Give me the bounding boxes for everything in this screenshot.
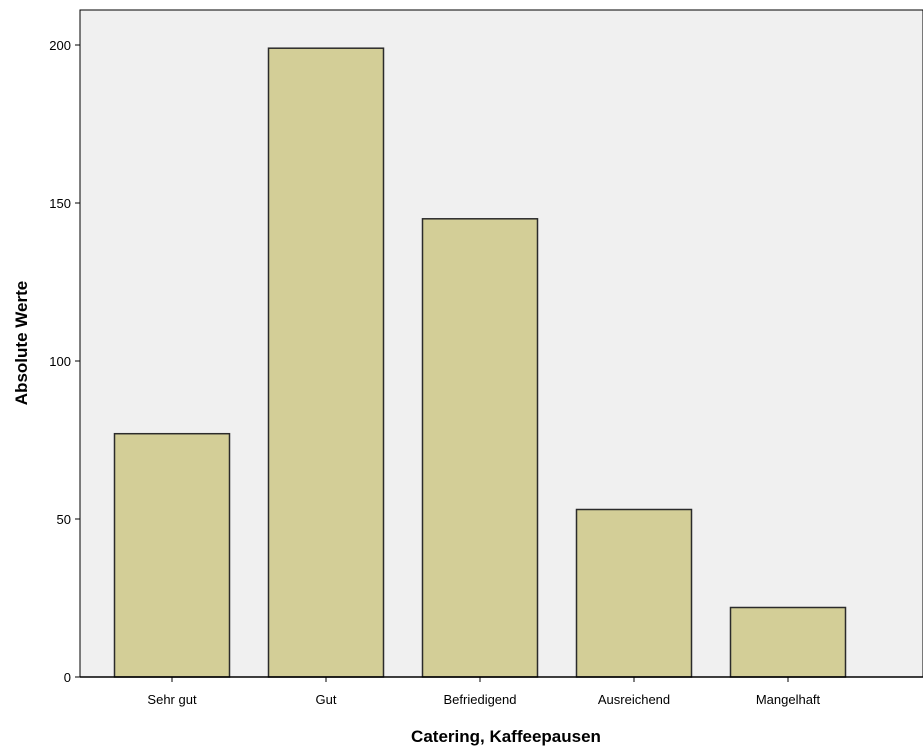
y-tick-label: 50: [57, 512, 71, 527]
bar-ausreichend: [575, 508, 693, 678]
bar-gut: [267, 47, 385, 678]
x-tick-label: Sehr gut: [147, 692, 197, 707]
y-tick-label: 100: [49, 354, 71, 369]
x-tick-label: Gut: [316, 692, 337, 707]
x-tick-label: Befriedigend: [444, 692, 517, 707]
bar-mangelhaft: [729, 606, 847, 678]
bar-befriedigend: [421, 218, 539, 678]
y-tick-label: 150: [49, 196, 71, 211]
y-tick-label: 200: [49, 38, 71, 53]
y-tick-label: 0: [64, 670, 71, 685]
x-axis-title: Catering, Kaffeepausen: [411, 727, 601, 746]
labels-group: Sehr gut Gut Befriedigend Ausreichend Mangel…: [49, 38, 820, 707]
x-tick-label: Ausreichend: [598, 692, 670, 707]
x-tick-label: Mangelhaft: [756, 692, 821, 707]
axes-group: [75, 10, 923, 682]
bar-sehr-gut: [113, 432, 231, 678]
y-axis-title: Absolute Werte: [12, 281, 31, 405]
